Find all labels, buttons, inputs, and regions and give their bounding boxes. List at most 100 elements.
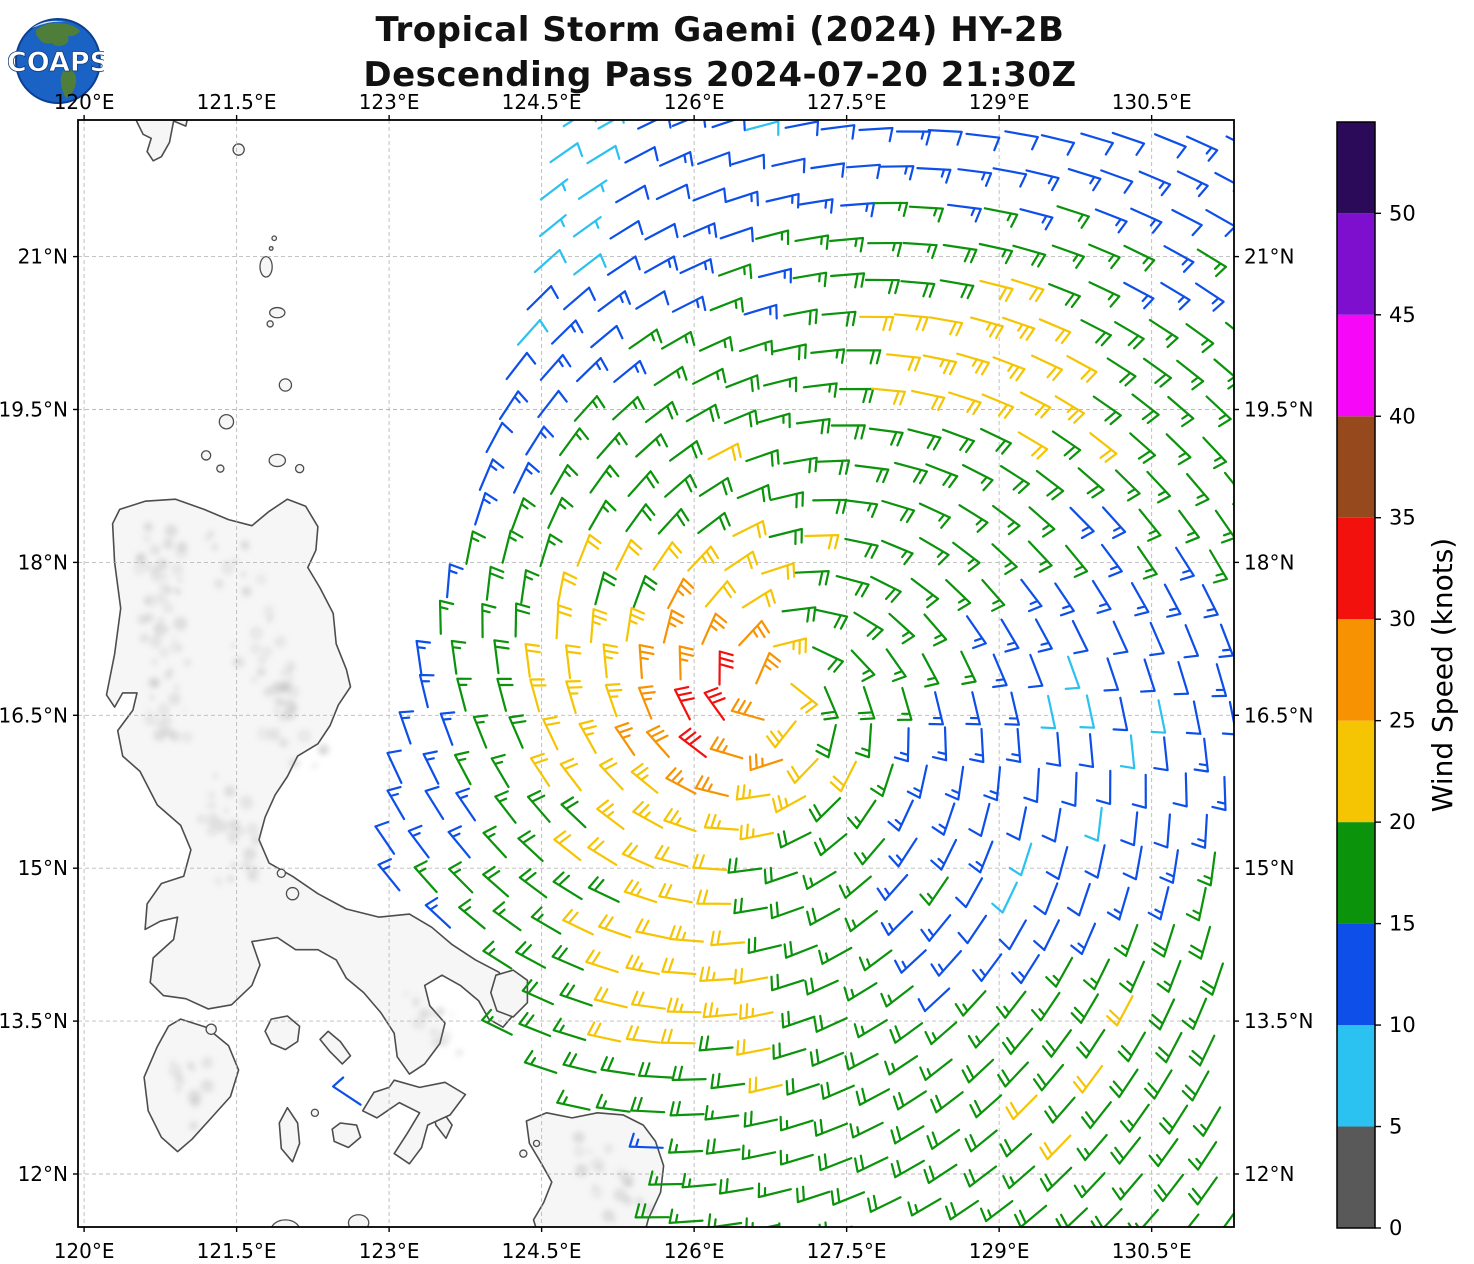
wind-barb [890,1125,925,1145]
wind-barb [1070,993,1099,1024]
wind-barb [696,889,732,905]
wind-barb [830,272,866,289]
wind-barb [1195,282,1225,312]
wind-barb [614,722,636,756]
islet [259,255,273,278]
wind-barb [697,511,731,535]
wind-barb [551,944,584,971]
wind-barb [1066,355,1098,383]
wind-barb [854,1154,889,1173]
wind-barb [539,214,567,238]
wind-barb [844,1052,879,1071]
wind-barb [813,1118,849,1137]
wind-barb [1153,1173,1185,1203]
wind-barb [745,1217,780,1227]
wind-barb [919,1058,953,1081]
x-tick-label-top: 127.5°E [807,90,887,114]
wind-barb [455,787,476,822]
wind-barb [894,949,927,974]
wind-barb [1200,962,1224,996]
wind-barb [694,775,729,797]
wind-barb [892,1090,927,1111]
wind-barb [644,255,679,274]
y-tick-label-right: 16.5°N [1244,703,1314,727]
wind-barb [556,571,578,606]
wind-barb [992,167,1028,188]
wind-barb [518,868,548,899]
wind-barb [508,714,527,749]
colorbar-tick-label: 35 [1389,506,1416,530]
wind-barb [599,757,624,791]
wind-barb [755,229,790,246]
wind-barb [756,412,791,429]
y-tick-label-right: 19.5°N [1244,397,1314,421]
wind-barb [1080,319,1112,347]
wind-barb [962,464,994,492]
wind-barb [870,763,894,798]
wind-barb [524,643,541,678]
wind-barb [1010,278,1045,303]
wind-barb [632,801,664,829]
wind-barb [1138,508,1162,542]
wind-barb [587,876,620,903]
wind-barb [992,653,1008,689]
wind-barb [547,496,574,529]
wind-barb [415,639,431,675]
wind-barb [1031,991,1061,1022]
wind-barb [725,374,760,393]
wind-barb [723,409,759,428]
wind-barb [947,203,982,223]
wind-barb [864,278,900,295]
wind-barb [478,458,505,491]
wind-barb [1076,1028,1106,1059]
wind-barb [817,1153,853,1172]
wind-barb [926,1128,961,1150]
wind-barb [631,990,666,1010]
wind-barb [930,838,958,871]
wind-barb [1211,663,1228,698]
wind-barb [763,866,799,885]
wind-barb [1092,395,1122,426]
wind-barb [1176,359,1205,391]
wind-barb [818,946,853,965]
wind-barb [1051,430,1082,460]
wind-barb [448,861,474,894]
colorbar-tick-label: 40 [1389,404,1416,428]
wind-barb [493,639,510,675]
wind-barb [659,151,694,167]
wind-barb [954,990,987,1017]
wind-barb [529,678,547,713]
wind-barb [332,1076,362,1106]
wind-barb [885,648,907,683]
wind-barb [771,157,806,174]
wind-barb [573,253,607,276]
wind-barb [1186,473,1210,507]
wind-barb [992,356,1026,382]
wind-barb [910,577,940,609]
wind-barb [637,1061,674,1079]
wind-barb [1185,886,1207,922]
wind-barb [606,255,641,276]
wind-barb [521,979,554,1006]
wind-barb [843,499,879,518]
wind-barb [830,424,866,440]
x-tick-label-top: 121.5°E [197,90,277,114]
wind-barb [739,1003,774,1020]
wind-barb [1205,395,1232,428]
wind-barb [612,395,645,421]
wind-barb [888,612,916,645]
wind-barb [941,428,976,454]
plot-title: Tropical Storm Gaemi (2024) HY-2B [375,10,1065,50]
wind-barb [623,879,658,904]
wind-barb [377,858,401,892]
wind-barb [911,389,946,411]
wind-barb [1070,922,1097,956]
wind-barb [743,1110,779,1128]
wind-barb [812,646,844,673]
wind-barb [968,802,991,837]
wind-barb [779,1149,814,1166]
wind-barb [871,387,907,406]
wind-barb [748,1076,783,1094]
wind-barb [624,146,659,164]
